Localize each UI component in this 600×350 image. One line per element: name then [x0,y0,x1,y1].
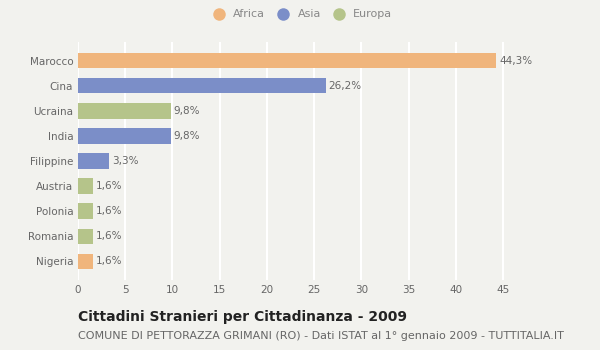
Text: Cittadini Stranieri per Cittadinanza - 2009: Cittadini Stranieri per Cittadinanza - 2… [78,310,407,324]
Text: 1,6%: 1,6% [96,206,122,216]
Text: 26,2%: 26,2% [328,81,361,91]
Bar [78,128,170,144]
Bar [78,153,109,169]
Text: 44,3%: 44,3% [499,56,532,65]
Text: 9,8%: 9,8% [173,106,200,116]
Bar [78,53,496,68]
Bar [78,229,93,244]
Bar [78,103,170,119]
Legend: Africa, Asia, Europa: Africa, Asia, Europa [208,9,392,20]
Bar [78,254,93,269]
Text: 1,6%: 1,6% [96,181,122,191]
Text: 9,8%: 9,8% [173,131,200,141]
Bar [78,178,93,194]
Bar [78,203,93,219]
Text: 1,6%: 1,6% [96,231,122,241]
Bar [78,78,326,93]
Text: COMUNE DI PETTORAZZA GRIMANI (RO) - Dati ISTAT al 1° gennaio 2009 - TUTTITALIA.I: COMUNE DI PETTORAZZA GRIMANI (RO) - Dati… [78,331,564,341]
Text: 1,6%: 1,6% [96,257,122,266]
Text: 3,3%: 3,3% [112,156,139,166]
